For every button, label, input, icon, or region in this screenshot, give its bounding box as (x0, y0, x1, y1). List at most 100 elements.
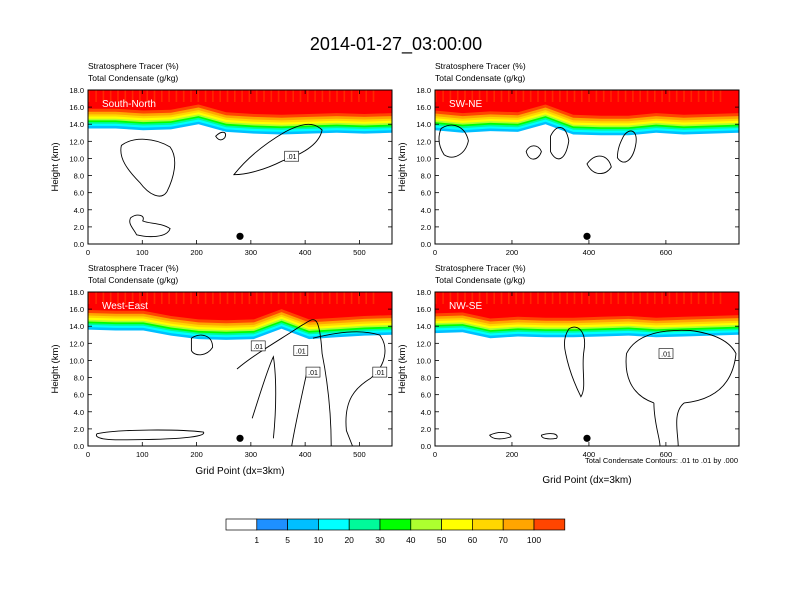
tracer-stripe (624, 292, 627, 304)
tracer-stripe (588, 292, 590, 304)
tracer-stripe (88, 292, 90, 304)
condensate-contour (190, 334, 214, 356)
tracer-stripe (277, 90, 280, 102)
y-tick-label: 18.0 (416, 86, 431, 95)
tracer-stripe (486, 90, 488, 102)
tracer-stripe (307, 90, 309, 102)
tracer-band-layer (435, 292, 739, 319)
tracer-stripe (285, 292, 287, 304)
condensate-contour (95, 429, 204, 441)
tracer-stripe (544, 292, 547, 304)
tracer-stripe (683, 292, 685, 304)
tracer-stripe (102, 90, 105, 102)
colorbar-swatch (533, 518, 566, 531)
panel-title-condensate: Total Condensate (g/kg) (88, 275, 178, 285)
tracer-stripe (544, 90, 547, 102)
y-tick-label: 18.0 (69, 288, 84, 297)
tracer-stripe (358, 292, 360, 304)
y-axis-label: Height (km) (397, 344, 408, 393)
tracer-stripe (471, 90, 474, 102)
tracer-stripe (350, 90, 353, 102)
tracer-stripe (226, 90, 229, 102)
colorbar-label: 20 (344, 535, 354, 545)
y-axis-label: Height (km) (50, 142, 61, 191)
tracer-stripe (654, 90, 656, 102)
tracer-stripe (573, 90, 576, 102)
tracer-stripe (500, 292, 503, 304)
x-tick-label: 0 (86, 450, 90, 459)
tracer-stripe (500, 90, 503, 102)
tracer-stripe (515, 292, 517, 304)
tracer-stripe (263, 90, 265, 102)
panel-label: South-North (102, 99, 156, 110)
location-marker (583, 434, 591, 442)
tracer-stripe (285, 90, 287, 102)
colorbar-swatch (502, 518, 535, 531)
figure-title: 2014-01-27_03:00:00 (310, 34, 482, 55)
tracer-stripe (559, 90, 561, 102)
panel-title-tracer: Stratosphere Tracer (%) (88, 61, 179, 71)
x-tick-label: 600 (660, 248, 673, 257)
x-tick-label: 0 (433, 450, 437, 459)
y-axis-label: Height (km) (50, 344, 61, 393)
y-tick-label: 0.0 (74, 240, 84, 249)
y-tick-label: 12.0 (69, 339, 84, 348)
condensate-contour (251, 355, 277, 439)
tracer-stripe (464, 292, 466, 304)
tracer-stripe (95, 90, 97, 102)
y-tick-label: 14.0 (416, 322, 431, 331)
tracer-stripe (551, 90, 554, 102)
y-tick-label: 10.0 (416, 356, 431, 365)
y-tick-label: 0.0 (421, 240, 431, 249)
colorbar-swatch (379, 518, 412, 531)
y-tick-label: 8.0 (421, 374, 431, 383)
tracer-stripe (478, 90, 481, 102)
tracer-stripe (161, 90, 163, 102)
tracer-stripe (343, 90, 346, 102)
y-tick-label: 10.0 (69, 154, 84, 163)
tracer-stripe (705, 90, 707, 102)
colorbar-swatch (318, 518, 350, 531)
tracer-stripe (197, 90, 200, 102)
tracer-stripe (566, 292, 568, 304)
y-tick-label: 14.0 (69, 120, 84, 129)
y-tick-label: 0.0 (421, 442, 431, 451)
panel-label: NW-SE (449, 301, 482, 312)
tracer-stripe (712, 90, 714, 102)
tracer-stripe (131, 90, 134, 102)
tracer-stripe (624, 90, 627, 102)
tracer-stripe (270, 90, 273, 102)
tracer-stripe (602, 292, 605, 304)
tracer-stripe (219, 90, 221, 102)
tracer-stripe (478, 292, 481, 304)
colorbar-swatch (287, 518, 319, 531)
y-tick-label: 16.0 (416, 305, 431, 314)
condensate-contour (236, 319, 332, 447)
tracer-stripe (675, 90, 678, 102)
tracer-stripe (124, 90, 127, 102)
condensate-contour (540, 433, 558, 440)
y-axis-label: Height (km) (397, 142, 408, 191)
panel-label: SW-NE (449, 99, 482, 110)
x-tick-label: 200 (506, 248, 519, 257)
x-tick-label: 400 (583, 248, 596, 257)
colorbar-label: 30 (375, 535, 385, 545)
tracer-stripe (343, 292, 346, 304)
x-tick-label: 300 (245, 450, 258, 459)
tracer-stripe (109, 292, 112, 304)
condensate-contour (489, 431, 512, 440)
tracer-stripe (719, 292, 722, 304)
tracer-stripe (365, 90, 367, 102)
tracer-stripe (632, 292, 634, 304)
tracer-stripe (314, 292, 316, 304)
tracer-stripe (449, 90, 452, 102)
tracer-stripe (639, 292, 641, 304)
tracer-stripe (493, 90, 495, 102)
x-tick-label: 200 (190, 248, 203, 257)
x-tick-label: 100 (136, 450, 149, 459)
y-tick-label: 18.0 (69, 86, 84, 95)
contour-label-box (250, 340, 266, 352)
tracer-stripe (358, 90, 360, 102)
tracer-stripe (350, 292, 353, 304)
